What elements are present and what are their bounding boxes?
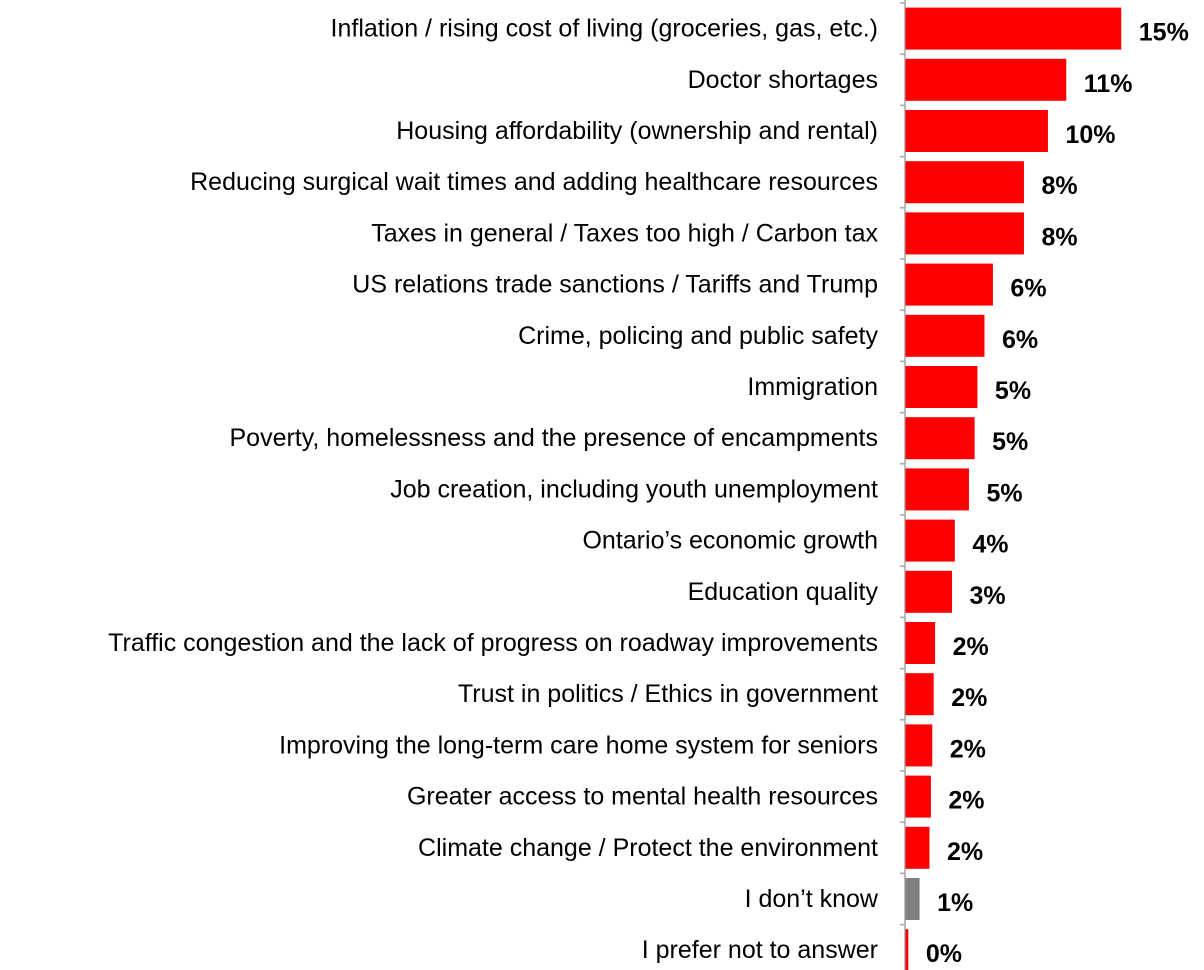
category-label: US relations trade sanctions / Tariffs a… [352,271,878,299]
data-label: 6% [1010,275,1046,303]
bar [905,929,909,970]
bar [905,724,933,767]
data-label: 2% [951,684,987,712]
data-label: 2% [948,787,984,815]
data-label: 6% [1002,326,1038,354]
data-label: 15% [1139,19,1189,47]
category-labels: Inflation / rising cost of living (groce… [108,15,879,965]
bar [905,263,993,306]
bar [905,570,953,613]
category-label: Reducing surgical wait times and adding … [190,168,878,196]
bar [905,212,1024,255]
data-label: 3% [970,582,1006,610]
bar [905,314,985,357]
bar [905,161,1024,204]
bar [905,878,920,920]
axis-layer [900,0,906,970]
data-label: 1% [937,889,973,917]
category-label: Education quality [688,578,879,606]
data-label: 4% [972,531,1008,559]
category-label: Traffic congestion and the lack of progr… [108,629,878,657]
data-label: 5% [986,479,1022,507]
data-label: 5% [992,428,1028,456]
bar [905,468,969,511]
data-label: 0% [926,940,962,968]
category-label: Crime, policing and public safety [518,322,878,350]
data-label: 8% [1041,223,1077,251]
category-label: Ontario’s economic growth [582,527,878,555]
category-label: Doctor shortages [688,66,878,94]
value-labels: 15%11% 10% 8% 8% 6% 6% 5% 5% 5% 4% 3% 2% 2% 2% 2% 2% 1% 0… [926,19,1189,969]
data-label: 5% [995,377,1031,405]
bar [905,417,975,460]
data-label: 2% [953,633,989,661]
category-label: I prefer not to answer [642,936,878,964]
bar [905,7,1122,50]
category-label: Greater access to mental health resource… [407,783,878,811]
data-label: 2% [947,838,983,866]
data-label: 8% [1041,172,1077,200]
category-label: Trust in politics / Ethics in government [458,680,878,708]
category-label: Inflation / rising cost of living (groce… [331,15,878,43]
data-label: 2% [950,735,986,763]
bar [905,622,936,664]
category-label: Job creation, including youth unemployme… [390,475,878,503]
bar [905,110,1048,152]
category-label: Immigration [747,373,878,401]
category-label: Poverty, homelessness and the presence o… [230,424,879,452]
bar [905,366,978,408]
data-label: 11% [1084,70,1133,98]
bar [905,775,931,818]
data-label: 10% [1065,121,1115,149]
bars-layer [905,7,1122,970]
category-label: Housing affordability (ownership and ren… [396,117,878,145]
category-label: Climate change / Protect the environment [418,834,878,862]
category-label: Improving the long-term care home system… [279,731,878,759]
bar [905,673,934,716]
category-label: I don’t know [745,885,879,913]
category-label: Taxes in general / Taxes too high / Carb… [371,219,878,247]
bar [905,519,955,562]
bar [905,826,930,869]
bar [905,58,1067,101]
